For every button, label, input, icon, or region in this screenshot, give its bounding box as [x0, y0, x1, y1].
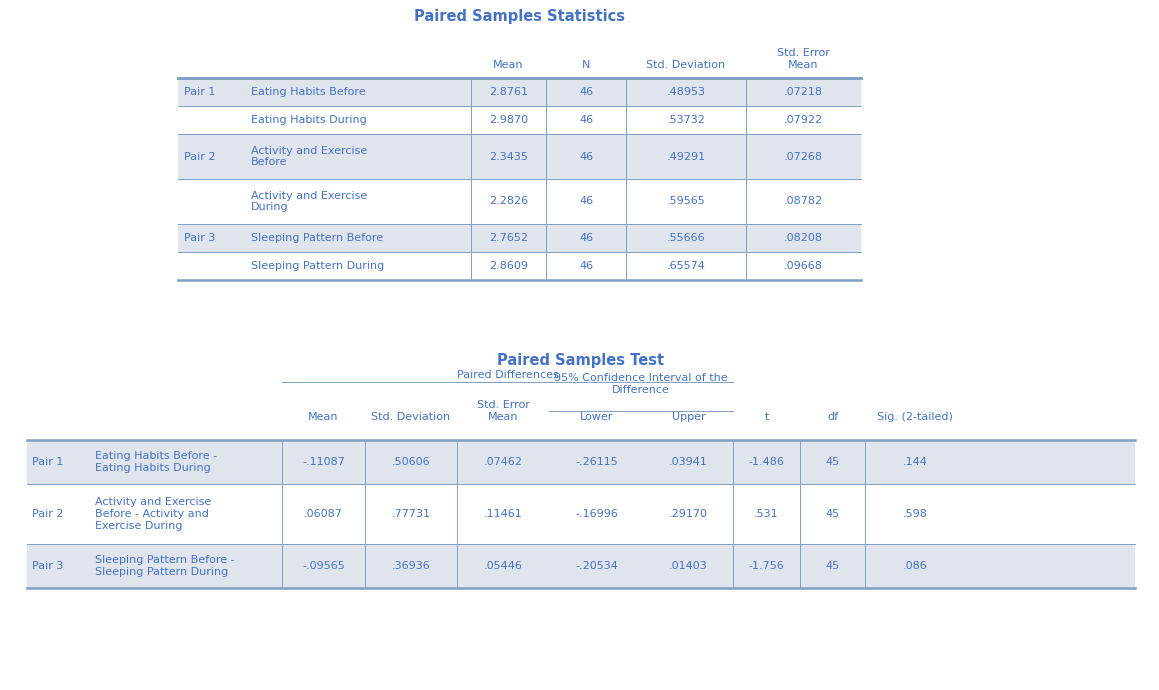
Text: .11461: .11461	[483, 509, 523, 519]
Text: 46: 46	[580, 87, 593, 97]
Text: 45: 45	[825, 509, 839, 519]
Text: Upper: Upper	[672, 412, 706, 422]
Bar	[27, 440, 1135, 484]
Text: -.09565: -.09565	[302, 561, 345, 571]
Text: Eating Habits Before -
Eating Habits During: Eating Habits Before - Eating Habits Dur…	[95, 451, 217, 473]
Text: Std. Error
Mean: Std. Error Mean	[777, 48, 830, 70]
Text: 46: 46	[580, 261, 593, 271]
Text: .03941: .03941	[669, 457, 708, 467]
Text: .08208: .08208	[783, 233, 823, 243]
Text: 2.8609: 2.8609	[489, 261, 529, 271]
Text: .55666: .55666	[666, 233, 706, 243]
Text: .36936: .36936	[392, 561, 430, 571]
Text: .598: .598	[903, 509, 927, 519]
Text: 2.9870: 2.9870	[489, 115, 529, 125]
Text: Pair 3: Pair 3	[32, 561, 64, 571]
Text: Lower: Lower	[580, 412, 613, 422]
Text: .50606: .50606	[392, 457, 430, 467]
Text: -.26115: -.26115	[575, 457, 618, 467]
Text: Activity and Exercise
During: Activity and Exercise During	[252, 190, 367, 213]
Text: Paired Samples Statistics: Paired Samples Statistics	[414, 8, 625, 23]
Text: 46: 46	[580, 197, 593, 206]
Text: Sleeping Pattern Before -
Sleeping Pattern During: Sleeping Pattern Before - Sleeping Patte…	[95, 555, 234, 577]
Text: Pair 2: Pair 2	[32, 509, 64, 519]
Text: .65574: .65574	[666, 261, 706, 271]
Bar	[178, 78, 861, 106]
Text: .07462: .07462	[483, 457, 523, 467]
Bar	[178, 179, 861, 224]
Text: .144: .144	[903, 457, 927, 467]
Text: Paired Samples Test: Paired Samples Test	[497, 353, 664, 368]
Text: N: N	[582, 60, 590, 70]
Text: Sleeping Pattern Before: Sleeping Pattern Before	[252, 233, 384, 243]
Text: Pair 1: Pair 1	[32, 457, 64, 467]
Text: 46: 46	[580, 233, 593, 243]
Bar	[178, 106, 861, 134]
Text: Mean: Mean	[494, 60, 524, 70]
Text: 2.3435: 2.3435	[489, 152, 529, 161]
Bar	[27, 484, 1135, 544]
Text: Pair 2: Pair 2	[184, 152, 216, 161]
Text: Eating Habits During: Eating Habits During	[252, 115, 366, 125]
Text: -.16996: -.16996	[575, 509, 618, 519]
Text: .01403: .01403	[669, 561, 708, 571]
Text: 2.2826: 2.2826	[489, 197, 529, 206]
Text: .07268: .07268	[783, 152, 823, 161]
Text: 46: 46	[580, 152, 593, 161]
Text: .07218: .07218	[783, 87, 823, 97]
Text: Eating Habits Before: Eating Habits Before	[252, 87, 365, 97]
Text: .08782: .08782	[783, 197, 823, 206]
Text: .29170: .29170	[669, 509, 708, 519]
Text: .53732: .53732	[666, 115, 706, 125]
Bar	[27, 544, 1135, 588]
Text: 45: 45	[825, 561, 839, 571]
Text: .531: .531	[755, 509, 779, 519]
Text: .48953: .48953	[666, 87, 706, 97]
Text: Std. Deviation: Std. Deviation	[371, 412, 451, 422]
Text: Std. Deviation: Std. Deviation	[647, 60, 726, 70]
Text: 2.7652: 2.7652	[489, 233, 529, 243]
Text: .07922: .07922	[783, 115, 823, 125]
Text: .49291: .49291	[666, 152, 706, 161]
Text: .59565: .59565	[666, 197, 706, 206]
Text: Sig. (2-tailed): Sig. (2-tailed)	[877, 412, 953, 422]
Text: Pair 3: Pair 3	[184, 233, 216, 243]
Text: df: df	[826, 412, 838, 422]
Text: 45: 45	[825, 457, 839, 467]
Text: -.20534: -.20534	[575, 561, 618, 571]
Text: Sleeping Pattern During: Sleeping Pattern During	[252, 261, 385, 271]
Text: .05446: .05446	[483, 561, 523, 571]
Text: Std. Error
Mean: Std. Error Mean	[476, 400, 530, 422]
Text: Mean: Mean	[308, 412, 338, 422]
Text: -.11087: -.11087	[302, 457, 345, 467]
Text: t: t	[764, 412, 768, 422]
Bar	[178, 224, 861, 252]
Text: 2.8761: 2.8761	[489, 87, 529, 97]
Text: Paired Differences: Paired Differences	[457, 370, 559, 380]
Bar	[178, 252, 861, 280]
Text: -1.486: -1.486	[749, 457, 785, 467]
Text: Activity and Exercise
Before: Activity and Exercise Before	[252, 146, 367, 167]
Text: 46: 46	[580, 115, 593, 125]
Text: Activity and Exercise
Before - Activity and
Exercise During: Activity and Exercise Before - Activity …	[95, 497, 211, 531]
Bar	[178, 134, 861, 179]
Text: Pair 1: Pair 1	[184, 87, 216, 97]
Text: .086: .086	[903, 561, 927, 571]
Text: .77731: .77731	[392, 509, 430, 519]
Text: .09668: .09668	[783, 261, 823, 271]
Text: -1.756: -1.756	[749, 561, 785, 571]
Text: 95% Confidence Interval of the
Difference: 95% Confidence Interval of the Differenc…	[554, 373, 728, 395]
Text: .06087: .06087	[304, 509, 343, 519]
